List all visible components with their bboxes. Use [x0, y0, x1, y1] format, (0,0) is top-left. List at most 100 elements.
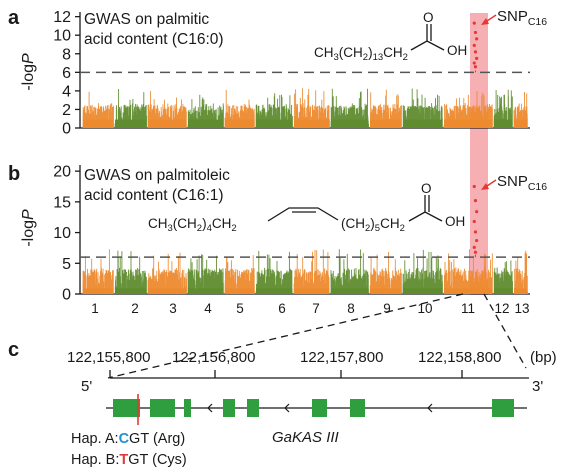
chromosome-label-11: 11	[461, 301, 475, 316]
gene-name-label: GaKAS III	[272, 429, 339, 446]
panel-a-y-ticks: 0 2 46 810 12	[53, 9, 80, 138]
chromosome-label-1: 1	[91, 301, 99, 316]
panel-b-title-line-1: GWAS on palmitoleic	[84, 167, 230, 184]
chromosome-12-base	[494, 119, 513, 128]
chromosome-10-base	[403, 119, 443, 128]
palmitoleic-acid-double-bond	[267, 207, 339, 222]
gene-model	[106, 394, 527, 425]
gene-exons	[113, 399, 514, 417]
chromosome-1-base	[83, 288, 114, 294]
palmitic-acid-formula: CH3(CH2)13CH2	[314, 45, 408, 63]
chromosome-4-base	[188, 119, 224, 128]
chromosome-11-base	[444, 288, 493, 294]
coordinate-label-4: 122,158,800	[418, 349, 501, 366]
y-tick-label: 10	[53, 28, 71, 45]
palmitoleic-acid-o: O	[421, 181, 432, 196]
peak-point	[472, 61, 476, 65]
chromosome-label-8: 8	[347, 301, 355, 316]
chromosome-6-base	[256, 119, 293, 128]
hap-b-label: Hap. B:TGT (Cys)	[71, 452, 187, 468]
peak-point	[473, 230, 478, 234]
chromosome-4-points	[187, 254, 224, 294]
y-tick-label: 8	[62, 46, 71, 63]
palmitic-acid-bonds	[410, 24, 445, 51]
y-tick-label: 6	[62, 65, 71, 82]
hap-b-base: T	[119, 452, 128, 468]
direction-arrow-icon	[427, 403, 433, 413]
chromosome-5-points	[224, 255, 255, 294]
panel-a-title-line-1: GWAS on palmitic	[84, 11, 209, 28]
peak-point	[472, 245, 476, 249]
peak-point	[475, 56, 479, 61]
panel-b-snp-arrowhead	[481, 183, 489, 190]
coordinate-ruler	[109, 370, 529, 379]
three-prime-label: 3'	[532, 378, 543, 395]
exon-5	[247, 399, 259, 417]
panel-b-letter: b	[8, 163, 20, 185]
panel-a-letter: a	[8, 7, 20, 29]
y-tick-label: 20	[53, 164, 71, 181]
palmitic-acid-oh: OH	[447, 43, 467, 58]
coordinate-label-3: 122,157,800	[300, 349, 383, 366]
panel-a-snp-label: SNPC16	[497, 8, 547, 28]
exon-2	[150, 399, 175, 417]
peak-point	[473, 250, 478, 254]
coordinate-label-1: 122,155,800	[67, 349, 150, 366]
exon-7	[350, 399, 365, 417]
panel-a-snp-callout: SNPC16	[481, 8, 547, 28]
chromosome-3-points	[147, 252, 187, 294]
panel-b-snp-callout: SNPC16	[481, 173, 547, 193]
chromosome-1-base	[83, 119, 114, 128]
chromosome-label-13: 13	[514, 301, 529, 316]
palmitoleic-acid-bonds	[408, 195, 443, 222]
panel-b-ylabel-prefix: -log	[20, 220, 37, 247]
palmitoleic-acid-formula-left: CH3(CH2)4CH2	[148, 216, 237, 234]
panel-b-snp-label: SNPC16	[497, 173, 547, 193]
snp-highlight-band	[470, 13, 488, 295]
panel-a: a -logP 0 2 46 810 12 GWAS on palmitic acid …	[8, 7, 547, 138]
y-tick-label: 0	[62, 121, 71, 138]
chromosome-label-9: 9	[383, 301, 391, 316]
panel-b-y-axis-title: -logP	[20, 209, 37, 247]
peak-point	[473, 65, 478, 69]
chromosome-8-points	[330, 249, 369, 294]
chromosome-label-6: 6	[278, 301, 286, 316]
panel-b-peak-points	[472, 184, 479, 258]
palmitoleic-acid-structure: CH3(CH2)4CH2 (CH2)5CH2 O OH	[148, 181, 465, 234]
chromosome-5-base	[225, 288, 255, 294]
chromosome-label-12: 12	[494, 301, 509, 316]
chromosome-7-base	[294, 288, 330, 294]
coordinate-unit: (bp)	[530, 349, 557, 366]
panel-a-points	[82, 88, 528, 128]
panel-b-title-line-2: acid content (C16:1)	[84, 187, 224, 204]
chromosome-4-base	[188, 288, 224, 294]
chromosome-13-base	[514, 288, 528, 294]
panel-a-y-axis-title: -logP	[20, 53, 37, 91]
panel-a-ylabel-italic: P	[20, 53, 37, 64]
chromosome-label-4: 4	[204, 301, 212, 316]
chromosome-3-base	[148, 288, 187, 294]
chromosome-6-base	[256, 288, 293, 294]
chromosome-10-base	[403, 288, 443, 294]
panel-a-snp-arrowhead	[481, 18, 489, 25]
chromosome-5-base	[225, 119, 255, 128]
coordinate-label-2: 122,156,800	[172, 349, 255, 366]
direction-arrow-icon	[284, 403, 290, 413]
peak-point	[475, 210, 479, 214]
y-tick-label: 0	[62, 287, 71, 304]
y-tick-label: 4	[62, 83, 71, 100]
chromosome-labels: 1 2 3 4 5 6 7 8 9 10 11 12 13	[91, 301, 529, 316]
y-tick-label: 10	[53, 225, 71, 242]
chromosome-9-points	[369, 252, 402, 294]
chromosome-2-base	[115, 119, 147, 128]
panel-a-title-line-2: acid content (C16:0)	[84, 31, 224, 48]
chromosome-1-points	[82, 249, 114, 294]
y-tick-label: 5	[62, 256, 71, 273]
exon-3	[184, 399, 191, 417]
panel-c: c 122,155,800 122,156,800 122,157,800 12…	[8, 339, 557, 468]
peak-point	[475, 238, 479, 243]
chromosome-label-5: 5	[236, 301, 244, 316]
y-tick-label: 15	[53, 194, 71, 211]
palmitoleic-acid-formula-right: (CH2)5CH2	[341, 216, 405, 234]
